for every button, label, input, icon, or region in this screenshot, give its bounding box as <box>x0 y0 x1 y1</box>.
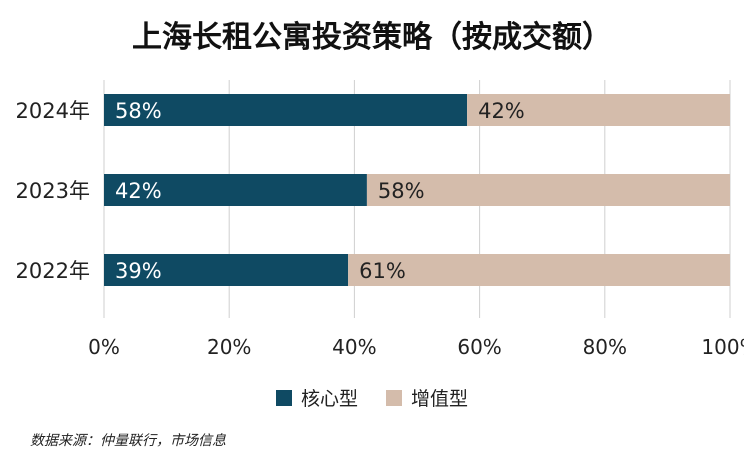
x-tick-label: 60% <box>457 335 501 359</box>
legend-item-core: 核心型 <box>275 384 358 411</box>
chart-title: 上海长租公寓投资策略（按成交额） <box>132 20 612 55</box>
bar-data-label: 39% <box>115 259 162 283</box>
source-note: 数据来源：仲量联行，市场信息 <box>30 433 226 449</box>
legend-label-value-add: 增值型 <box>411 388 469 410</box>
bar-data-label: 42% <box>478 99 525 123</box>
bar-core <box>104 174 367 206</box>
x-tick-label: 20% <box>207 335 251 359</box>
y-category-label: 2022年 <box>16 259 90 283</box>
bar-value-add <box>348 254 730 286</box>
y-category-label: 2023年 <box>16 179 90 203</box>
bar-value-add <box>366 174 730 206</box>
legend-item-value-add: 增值型 <box>386 384 468 411</box>
x-tick-label: 40% <box>332 335 376 359</box>
chart-legend: 核心型 增值型 <box>0 384 744 411</box>
x-tick-label: 0% <box>88 335 120 359</box>
x-tick-label: 100% <box>701 335 744 359</box>
bar-data-label: 61% <box>359 259 406 283</box>
bar-data-label: 58% <box>115 99 162 123</box>
bar-core <box>104 94 468 126</box>
legend-swatch-core <box>275 389 292 406</box>
bar-core <box>104 254 349 286</box>
bar-value-add <box>467 94 730 126</box>
bar-data-label: 58% <box>378 179 425 203</box>
bar-data-label: 42% <box>115 179 162 203</box>
x-tick-label: 80% <box>583 335 627 359</box>
legend-label-core: 核心型 <box>300 388 358 410</box>
legend-swatch-value-add <box>386 389 402 406</box>
y-category-label: 2024年 <box>16 99 90 123</box>
